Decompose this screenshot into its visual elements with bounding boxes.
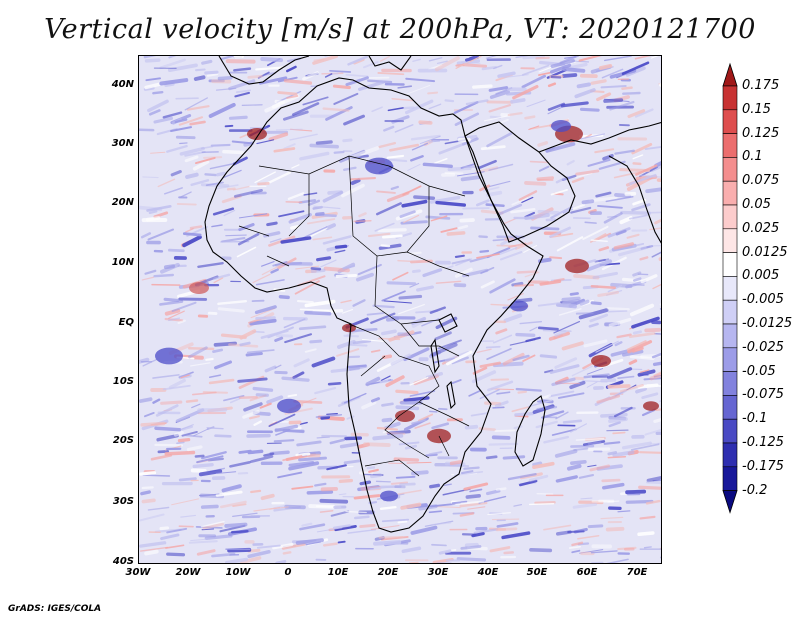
colorbar (722, 62, 738, 514)
colorbar-swatch (722, 276, 738, 301)
colorbar-label: 0.005 (742, 268, 780, 284)
lake-victoria (438, 313, 458, 333)
colorbar-swatch (722, 395, 738, 420)
vertical-velocity-field (139, 56, 661, 563)
colorbar-swatch (722, 180, 738, 206)
lat-label: EQ (118, 317, 134, 328)
colorbar-label: -0.175 (742, 458, 784, 474)
colorbar-label: -0.125 (742, 435, 784, 450)
lat-label: 20S (112, 435, 134, 446)
colorbar-swatch (722, 252, 738, 277)
europe-coastline-east (368, 56, 412, 71)
lon-label: 20E (377, 567, 399, 578)
colorbar-swatch (722, 371, 738, 396)
colorbar-label: -0.005 (742, 292, 784, 308)
lat-label: 40N (111, 79, 134, 90)
colorbar-swatch (722, 299, 738, 325)
lon-label: 40E (477, 567, 499, 578)
colorbar-swatch (722, 442, 738, 468)
colorbar-label: 0.0125 (742, 244, 788, 260)
colorbar-swatch (722, 85, 738, 111)
madagascar-coastline (514, 395, 546, 467)
lat-label: 10N (111, 257, 134, 268)
map-plot-area (138, 55, 662, 564)
colorbar-label: 0.175 (742, 78, 780, 93)
lon-label: 20W (175, 567, 201, 578)
colorbar-label: 0.125 (742, 125, 780, 141)
colorbar-swatch (722, 347, 738, 372)
europe-coastline (218, 56, 310, 85)
coastline-africa (204, 56, 661, 533)
colorbar-label: -0.05 (742, 363, 776, 379)
persian-gulf-coast (538, 121, 661, 153)
colorbar-label: -0.1 (742, 411, 768, 427)
lon-label: 0 (284, 567, 292, 578)
arabia-coastline (464, 121, 576, 243)
lon-label: 10W (225, 567, 251, 578)
lat-label: 30S (112, 496, 134, 507)
lat-label: 30N (111, 138, 134, 149)
colorbar-label: 0.025 (742, 220, 780, 236)
colorbar-label: -0.2 (742, 482, 768, 498)
colorbar-label: -0.0125 (742, 316, 793, 331)
india-coast (608, 155, 661, 244)
velocity-noise-field (139, 56, 661, 563)
lat-label: 10S (112, 376, 134, 387)
africa-coastline (204, 77, 544, 533)
colorbar-label: -0.075 (742, 387, 784, 403)
footer-credit: GrADS: IGES/COLA (8, 604, 102, 614)
lake-tanganyika (430, 338, 440, 374)
lat-label: 40S (112, 556, 134, 567)
colorbar-swatch (722, 109, 738, 134)
lon-label: 50E (526, 567, 548, 578)
colorbar-label: 0.075 (742, 173, 780, 189)
lon-label: 30W (125, 567, 151, 578)
lon-label: 10E (327, 567, 349, 578)
lake-malawi (446, 380, 456, 410)
country-borders (238, 155, 470, 477)
chart-title: Vertical velocity [m/s] at 200hPa, VT: 2… (44, 14, 756, 45)
colorbar-swatch (722, 133, 738, 158)
colorbar-swatch (722, 228, 738, 253)
colorbar-label: 0.15 (742, 101, 771, 117)
colorbar-min-arrow (722, 490, 738, 514)
colorbar-swatch (722, 418, 738, 444)
lat-label: 20N (111, 197, 134, 208)
colorbar-swatch (722, 466, 738, 491)
lon-label: 30E (427, 567, 449, 578)
lon-label: 70E (626, 567, 648, 578)
colorbar-label: 0.05 (742, 197, 771, 212)
colorbar-label: -0.025 (742, 339, 784, 355)
colorbar-max-arrow (722, 62, 738, 87)
velocity-cells (155, 120, 659, 502)
colorbar-swatch (722, 323, 738, 349)
colorbar-swatch (722, 204, 738, 230)
lon-label: 60E (576, 567, 598, 578)
colorbar-label: 0.1 (742, 149, 763, 165)
colorbar-swatch (722, 157, 738, 182)
